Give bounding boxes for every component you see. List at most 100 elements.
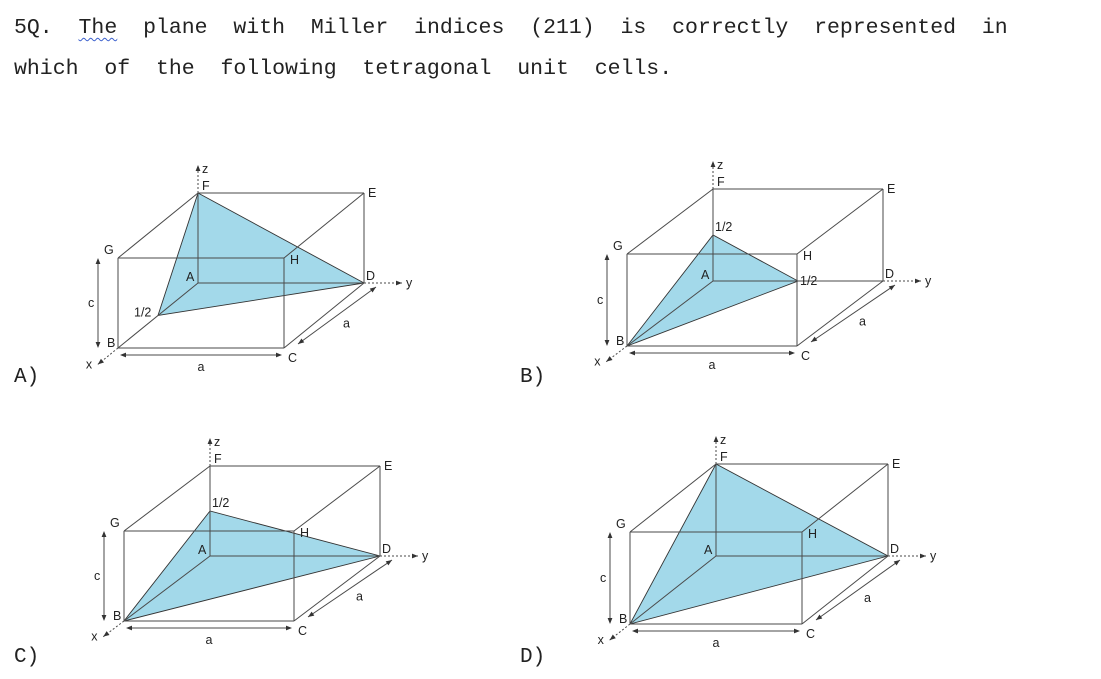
- dimension-c-arrow-top: [604, 254, 610, 260]
- edge-gf: [117, 192, 199, 259]
- vertex-label-h: H: [803, 249, 812, 263]
- dimension-a-bottom-arrow-left: [629, 350, 635, 356]
- miller-plane: [157, 192, 366, 317]
- dimension-c-arrow-top: [101, 531, 107, 537]
- dimension-c-arrow-top: [95, 258, 101, 264]
- axis-label-x: x: [91, 630, 98, 644]
- x-axis-arrow: [97, 358, 104, 365]
- vertex-label-g: G: [616, 517, 626, 531]
- vertex-label-h: H: [808, 527, 817, 541]
- dimension-a-depth-arrow-back: [888, 285, 895, 291]
- dimension-label-a-bottom: a: [206, 633, 213, 647]
- dimension-label-a-depth: a: [343, 317, 350, 331]
- edge-ab: [117, 282, 199, 349]
- y-axis-arrow: [412, 553, 418, 559]
- axis-label-z: z: [202, 162, 208, 176]
- dimension-label-c: c: [597, 293, 603, 307]
- vertex-label-c: C: [288, 351, 297, 365]
- dimension-a-depth-arrow-back: [369, 287, 376, 293]
- question-word: plane: [143, 16, 208, 40]
- miller-plane: [122, 510, 382, 622]
- vertex-label-b: B: [113, 609, 121, 623]
- dimension-label-a-depth: a: [356, 590, 363, 604]
- dimension-a-bottom-arrow-right: [789, 350, 795, 356]
- dimension-a-depth-arrow-back: [893, 560, 900, 566]
- dimension-a-depth: [297, 286, 377, 345]
- question-word: cells.: [594, 57, 673, 81]
- vertex-label-g: G: [613, 239, 623, 253]
- axis-label-y: y: [406, 276, 413, 290]
- dimension-label-a-bottom: a: [198, 360, 205, 374]
- dimension-a-depth-arrow-front: [298, 338, 305, 344]
- dimension-label-c: c: [88, 296, 94, 310]
- vertex-label-c: C: [806, 627, 815, 641]
- question-text: 5Q. The plane with Miller indices (211) …: [14, 8, 1099, 90]
- edge-cd: [293, 555, 381, 622]
- vertex-label-f: F: [720, 450, 728, 464]
- z-axis-arrow: [195, 165, 201, 171]
- z-axis-arrow: [710, 161, 716, 167]
- vertex-label-f: F: [717, 175, 725, 189]
- vertex-label-g: G: [110, 516, 120, 530]
- vertex-label-f: F: [202, 179, 210, 193]
- x-axis-arrow: [606, 356, 613, 362]
- dimension-c-arrow-bottom: [95, 342, 101, 348]
- edge-he: [283, 192, 365, 259]
- edge-ab: [123, 555, 211, 622]
- z-axis-arrow: [207, 438, 213, 444]
- vertex-label-b: B: [619, 612, 627, 626]
- y-axis-arrow: [396, 280, 402, 286]
- dimension-a-depth-arrow-front: [816, 614, 823, 620]
- dimension-c-arrow-bottom: [604, 340, 610, 346]
- dimension-a-bottom-arrow-right: [286, 625, 292, 631]
- edge-cd: [796, 280, 884, 347]
- question-word: tetragonal: [362, 57, 492, 81]
- vertex-label-e: E: [892, 457, 900, 471]
- vertex-label-a: A: [198, 543, 207, 557]
- dimension-label-c: c: [600, 571, 606, 585]
- dimension-a-depth-arrow-front: [308, 611, 315, 617]
- question-word: the: [155, 57, 195, 81]
- dimension-a-depth: [810, 284, 896, 343]
- option-d-label[interactable]: D): [520, 646, 546, 669]
- intercept-label-half-z: 1/2: [212, 496, 229, 510]
- axis-label-z: z: [717, 158, 723, 172]
- question-word: (211): [530, 16, 595, 40]
- y-axis-arrow: [915, 278, 921, 284]
- vertex-label-e: E: [887, 182, 895, 196]
- option-c-label[interactable]: C): [14, 646, 40, 669]
- option-a-label[interactable]: A): [14, 366, 40, 389]
- option-b-label[interactable]: B): [520, 366, 546, 389]
- question-word: indices: [414, 16, 505, 40]
- vertex-label-h: H: [300, 526, 309, 540]
- x-axis-arrow: [609, 634, 616, 641]
- vertex-label-d: D: [890, 542, 899, 556]
- edge-he: [801, 463, 889, 533]
- intercept-label-half-y: 1/2: [800, 274, 817, 288]
- axis-label-z: z: [214, 435, 220, 449]
- miller-plane: [625, 234, 800, 347]
- edge-gf: [123, 465, 211, 532]
- x-axis-arrow: [103, 631, 110, 637]
- question-line-1: 5Q. The plane with Miller indices (211) …: [14, 8, 1099, 49]
- dimension-c-arrow-bottom: [607, 618, 613, 624]
- dimension-label-a-bottom: a: [713, 636, 720, 650]
- dimension-a-bottom-arrow-left: [120, 352, 126, 358]
- dimension-label-c: c: [94, 569, 100, 583]
- vertex-label-d: D: [366, 269, 375, 283]
- edge-ab: [629, 555, 717, 625]
- question-number: 5Q.: [14, 16, 53, 40]
- vertex-label-g: G: [104, 243, 114, 257]
- vertex-label-c: C: [298, 624, 307, 638]
- dimension-c-arrow-bottom: [101, 615, 107, 621]
- dimension-label-a-depth: a: [864, 591, 871, 605]
- vertex-label-d: D: [885, 267, 894, 281]
- axis-label-x: x: [598, 633, 605, 647]
- vertex-label-b: B: [616, 334, 624, 348]
- vertex-label-a: A: [704, 543, 713, 557]
- question-word: unit: [517, 57, 569, 81]
